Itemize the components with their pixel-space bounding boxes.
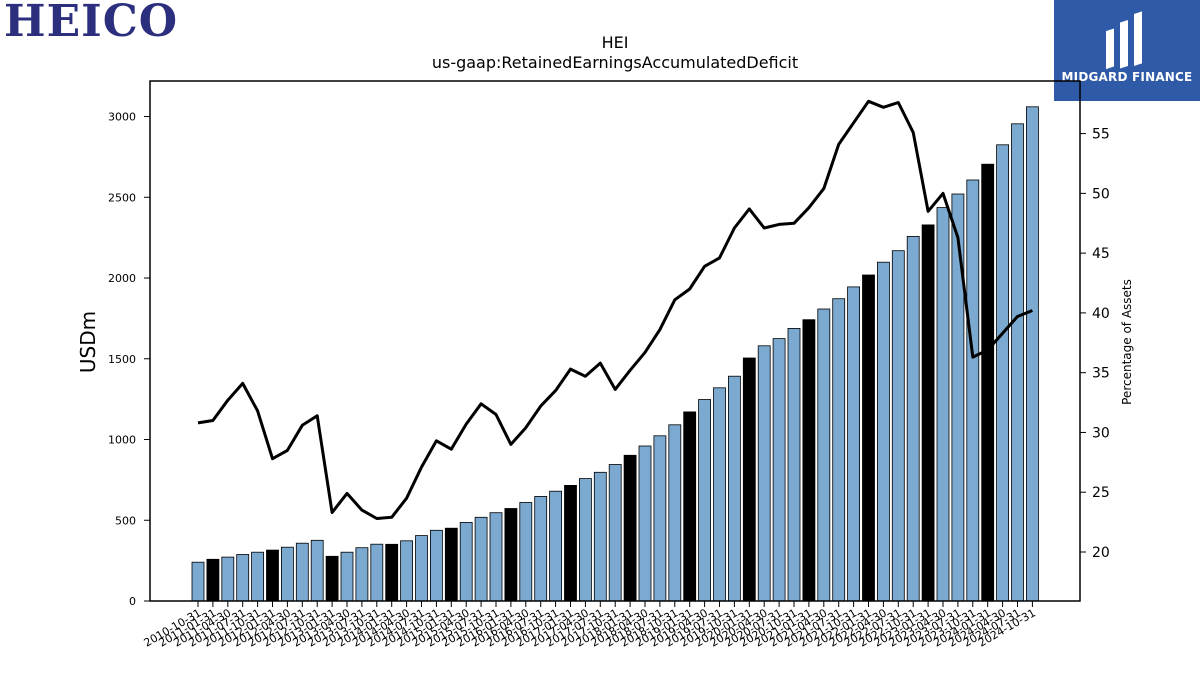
bar bbox=[713, 387, 726, 602]
y2-tick-label: 25 bbox=[1092, 485, 1110, 501]
bar-series bbox=[191, 106, 1039, 602]
bar bbox=[1011, 123, 1024, 602]
axes: 0 500 1000 1500 2000 2500 3000 20 25 30 35 40 45 50 55… bbox=[108, 80, 1110, 650]
bar bbox=[266, 549, 279, 602]
bar bbox=[385, 543, 399, 602]
midgard-finance-badge: MIDGARD FINANCE bbox=[1054, 0, 1200, 101]
bar bbox=[444, 527, 458, 602]
bar bbox=[429, 529, 443, 602]
y2-tick-label: 45 bbox=[1092, 246, 1110, 262]
bar bbox=[534, 495, 548, 602]
bar bbox=[891, 250, 905, 602]
bar bbox=[295, 542, 309, 602]
bar bbox=[638, 445, 652, 602]
bar bbox=[459, 522, 473, 602]
line-series bbox=[197, 99, 1033, 520]
bar bbox=[549, 490, 562, 602]
bar bbox=[236, 554, 250, 602]
bar bbox=[683, 411, 697, 602]
y-tick-label: 2000 bbox=[108, 272, 136, 285]
bar bbox=[906, 235, 920, 602]
bar bbox=[817, 308, 831, 602]
bar bbox=[415, 535, 428, 602]
bar bbox=[698, 399, 711, 602]
bar bbox=[921, 224, 935, 602]
bar bbox=[400, 540, 414, 602]
bar bbox=[623, 454, 637, 602]
bar bbox=[936, 207, 950, 602]
y2-tick-label: 40 bbox=[1092, 306, 1110, 322]
bar bbox=[519, 502, 533, 602]
bar bbox=[802, 319, 816, 602]
midgard-logo-icon bbox=[1106, 11, 1142, 70]
chart-subtitle: us-gaap:RetainedEarningsAccumulatedDefic… bbox=[432, 53, 798, 72]
bar bbox=[951, 193, 965, 602]
y-axis-label: USDm bbox=[76, 311, 100, 373]
bar bbox=[579, 478, 592, 602]
y2-tick-label: 30 bbox=[1092, 425, 1110, 441]
bar bbox=[325, 555, 339, 602]
bar bbox=[877, 261, 890, 602]
bar bbox=[787, 327, 801, 602]
y2-tick-label: 55 bbox=[1092, 127, 1110, 143]
bar bbox=[340, 551, 354, 602]
bar bbox=[355, 547, 369, 602]
bar bbox=[653, 435, 667, 602]
bar bbox=[310, 539, 324, 602]
bar bbox=[191, 561, 205, 602]
bar bbox=[832, 298, 846, 602]
y-tick-label: 500 bbox=[115, 514, 136, 527]
bar bbox=[757, 345, 771, 602]
y-tick-label: 0 bbox=[129, 595, 136, 608]
bar bbox=[221, 556, 235, 602]
bar bbox=[251, 551, 265, 602]
y-tick-label: 3000 bbox=[108, 111, 136, 124]
y2-tick-label: 50 bbox=[1092, 186, 1110, 202]
bar bbox=[996, 144, 1009, 602]
bar bbox=[370, 543, 384, 602]
y2-tick-label: 35 bbox=[1092, 366, 1110, 382]
y-tick-label: 1000 bbox=[108, 434, 136, 447]
bar bbox=[728, 375, 741, 602]
bar bbox=[593, 471, 607, 602]
bar bbox=[608, 464, 622, 602]
bar bbox=[564, 484, 577, 602]
bar bbox=[862, 274, 875, 602]
y2-axis-label: Percentage of Assets bbox=[1120, 279, 1134, 405]
bar bbox=[772, 338, 786, 602]
y2-tick-label: 20 bbox=[1092, 545, 1110, 561]
bar bbox=[206, 558, 220, 602]
badge-label: MIDGARD FINANCE bbox=[1061, 70, 1193, 84]
bar bbox=[981, 163, 995, 602]
bar bbox=[504, 508, 518, 602]
bar bbox=[280, 546, 294, 602]
y-tick-label: 2500 bbox=[108, 191, 136, 204]
chart-title: HEI bbox=[602, 33, 629, 52]
bar bbox=[1026, 106, 1039, 602]
bar bbox=[847, 286, 860, 602]
bar bbox=[668, 424, 682, 602]
heico-logo: HEICO bbox=[4, 0, 179, 47]
bar bbox=[474, 516, 488, 602]
y-tick-label: 1500 bbox=[108, 353, 136, 366]
bar bbox=[966, 179, 980, 602]
percentage-line bbox=[197, 99, 1033, 520]
bar bbox=[489, 512, 503, 602]
bar bbox=[742, 357, 756, 602]
